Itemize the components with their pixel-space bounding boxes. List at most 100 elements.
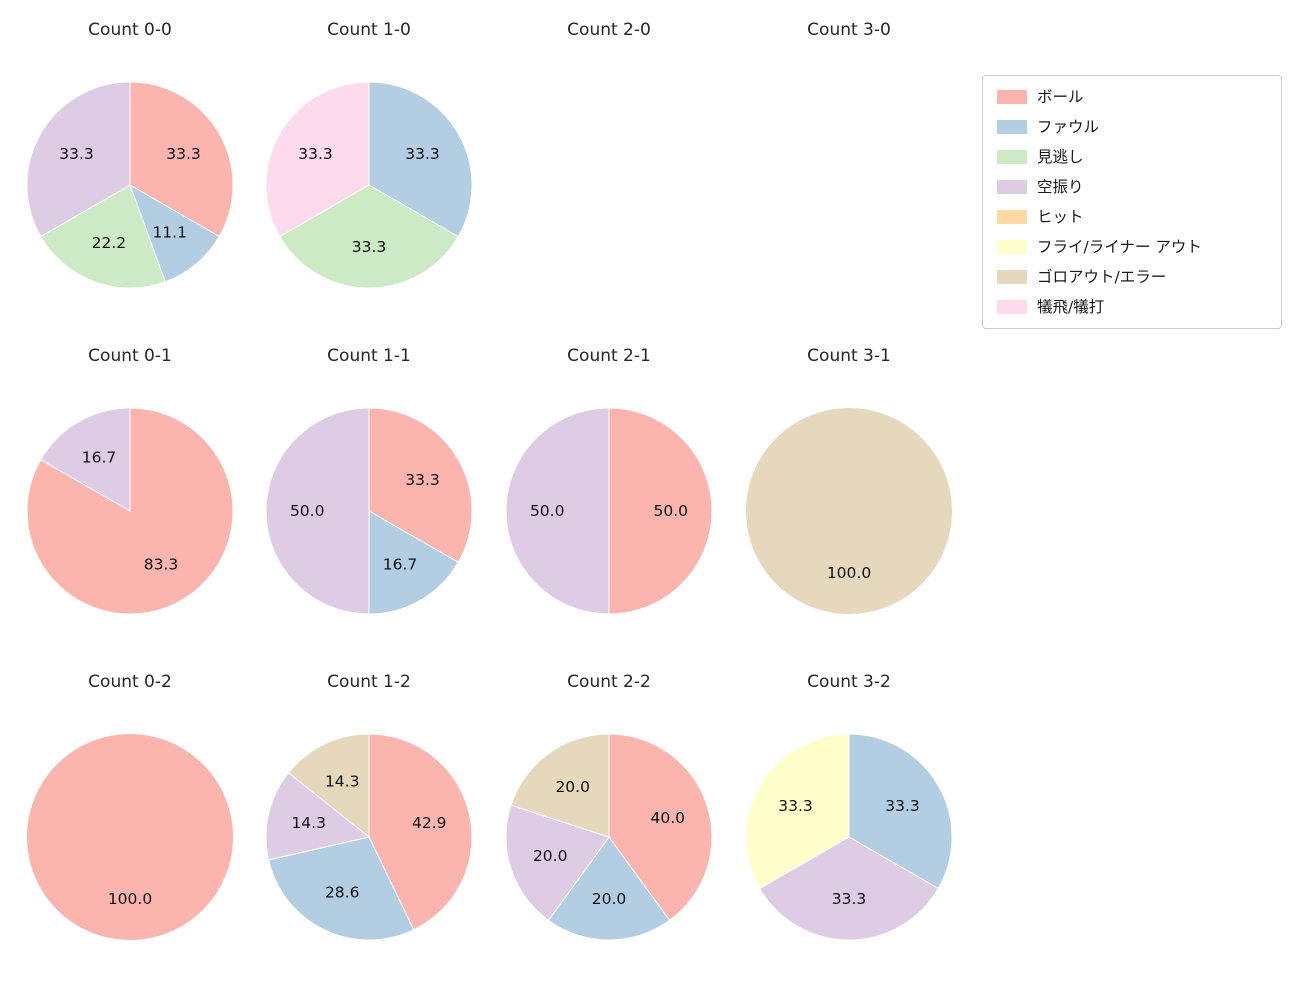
legend-label: フライ/ライナー アウト: [1037, 238, 1202, 256]
chart-cell-count-1-1: Count 1-1 33.3 16.7 50.0: [249, 341, 489, 619]
pie-slice: [368, 733, 473, 931]
chart-title: Count 3-0: [807, 20, 891, 40]
pie-slice-percent-label: 14.3: [291, 814, 326, 832]
pie-slice-percent-label: 40.0: [651, 809, 686, 827]
pie-slice-percent-label: 33.3: [405, 471, 440, 489]
legend-swatch-ball: [997, 90, 1027, 104]
pie-slice-percent-label: 16.7: [383, 556, 418, 574]
pie-chart: 33.3 16.7 50.0: [265, 407, 473, 615]
pie-slice-percent-label: 83.3: [144, 556, 179, 574]
legend-label: ファウル: [1037, 118, 1100, 136]
chart-title: Count 2-2: [567, 672, 651, 692]
pie-chart: 100.0: [27, 734, 233, 940]
chart-cell-count-3-2: Count 3-2 33.3 33.3 33.3: [729, 667, 969, 945]
legend-item: ヒット: [997, 208, 1267, 226]
legend-item: 空振り: [997, 178, 1267, 196]
pie-slice-percent-label: 28.6: [325, 884, 360, 902]
legend-swatch-swinging-strike: [997, 180, 1027, 194]
pie-slice: [745, 733, 850, 890]
pie-slice: [368, 81, 473, 238]
legend-label: 見逃し: [1037, 148, 1084, 166]
legend-swatch-sacrifice: [997, 300, 1027, 314]
chart-cell-count-0-1: Count 0-1 83.3 16.7: [10, 341, 250, 619]
pie-slice-percent-label: 22.2: [92, 234, 127, 252]
pie-slice-percent-label: 50.0: [654, 502, 689, 520]
chart-title: Count 0-2: [88, 672, 172, 692]
legend-item: ボール: [997, 88, 1267, 106]
chart-title: Count 2-1: [567, 346, 651, 366]
chart-cell-count-2-0: Count 2-0: [489, 15, 729, 45]
pie-slice: [510, 733, 610, 838]
pie-slice: [265, 81, 370, 238]
pie-chart: 100.0: [746, 408, 952, 614]
chart-title: Count 0-0: [88, 20, 172, 40]
pie-slice: [848, 733, 953, 890]
chart-cell-count-2-2: Count 2-2 40.0 20.0 20.0 20.0: [489, 667, 729, 945]
legend-swatch-hit: [997, 210, 1027, 224]
pie-slice: [27, 734, 233, 940]
pie-slice-percent-label: 50.0: [290, 502, 325, 520]
legend: ボール ファウル 見逃し 空振り ヒット フライ/ライナー アウト ゴロアウト/…: [982, 75, 1282, 329]
legend-item: ゴロアウト/エラー: [997, 268, 1267, 286]
pie-chart: 33.3 33.3 33.3: [265, 81, 473, 289]
pie-slice-percent-label: 20.0: [592, 890, 627, 908]
pie-slice-percent-label: 50.0: [530, 502, 565, 520]
pie-chart: 50.0 50.0: [505, 407, 713, 615]
chart-title: Count 1-2: [327, 672, 411, 692]
pie-slice: [505, 804, 610, 922]
pie-chart: 33.3 33.3 33.3: [745, 733, 953, 941]
pie-slice: [279, 184, 459, 289]
pie-slice: [547, 836, 671, 941]
pie-slice: [40, 184, 166, 289]
chart-title: Count 2-0: [567, 20, 651, 40]
pie-slice-percent-label: 20.0: [533, 847, 568, 865]
pie-slice: [746, 408, 952, 614]
chart-cell-count-0-2: Count 0-2 100.0: [10, 667, 250, 945]
legend-item: ファウル: [997, 118, 1267, 136]
chart-cell-count-2-1: Count 2-1 50.0 50.0: [489, 341, 729, 619]
pie-slice: [608, 407, 713, 615]
legend-label: ゴロアウト/エラー: [1037, 268, 1167, 286]
pie-slice-percent-label: 11.1: [152, 223, 187, 241]
legend-label: 空振り: [1037, 178, 1084, 196]
pie-slice-percent-label: 33.3: [885, 797, 920, 815]
legend-swatch-fly-liner-out: [997, 240, 1027, 254]
chart-title: Count 0-1: [88, 346, 172, 366]
chart-cell-count-1-0: Count 1-0 33.3 33.3 33.3: [249, 15, 489, 293]
pie-slice-percent-label: 33.3: [298, 145, 333, 163]
pie-chart: 42.9 28.6 14.3 14.3: [265, 733, 473, 941]
pie-slice: [608, 733, 713, 922]
chart-cell-count-1-2: Count 1-2 42.9 28.6 14.3 14.3: [249, 667, 489, 945]
pie-slice-percent-label: 100.0: [108, 890, 152, 908]
legend-swatch-called-strike: [997, 150, 1027, 164]
pie-slice-percent-label: 100.0: [827, 564, 871, 582]
legend-label: ボール: [1037, 88, 1084, 106]
pie-slice-percent-label: 33.3: [352, 238, 387, 256]
pie-slice: [265, 407, 370, 615]
pie-slice-percent-label: 20.0: [555, 778, 590, 796]
chart-title: Count 1-0: [327, 20, 411, 40]
pie-slice-percent-label: 16.7: [82, 449, 117, 467]
pie-slice-percent-label: 33.3: [59, 145, 94, 163]
pie-slice: [267, 836, 415, 941]
pie-slice: [287, 733, 370, 839]
pie-slice: [505, 407, 610, 615]
chart-title: Count 3-2: [807, 672, 891, 692]
pie-slice: [40, 407, 131, 512]
pie-slice: [368, 510, 459, 615]
legend-item: 犠飛/犠打: [997, 298, 1267, 316]
pie-slice: [759, 836, 939, 941]
legend-swatch-groundout-error: [997, 270, 1027, 284]
pie-slice: [26, 81, 131, 238]
legend-swatch-foul: [997, 120, 1027, 134]
legend-label: 犠飛/犠打: [1037, 298, 1105, 316]
chart-title: Count 1-1: [327, 346, 411, 366]
pie-slice-percent-label: 33.3: [778, 797, 813, 815]
pie-slice: [368, 407, 473, 563]
pie-chart: 40.0 20.0 20.0 20.0: [505, 733, 713, 941]
chart-cell-count-0-0: Count 0-0 33.3 11.1 22.2 33.3: [10, 15, 250, 293]
pie-slice-percent-label: 33.3: [832, 890, 867, 908]
legend-item: フライ/ライナー アウト: [997, 238, 1267, 256]
pie-slice: [265, 772, 371, 861]
